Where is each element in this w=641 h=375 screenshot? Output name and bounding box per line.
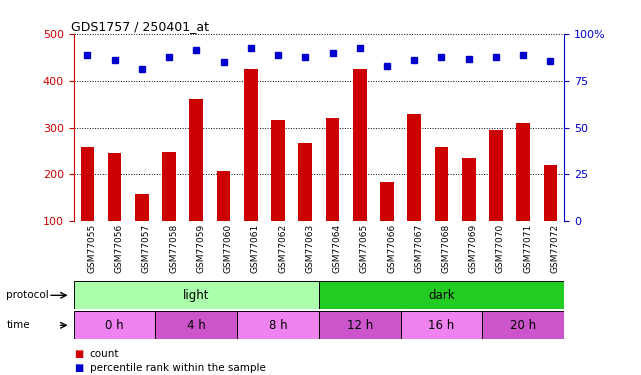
- Text: GSM77063: GSM77063: [305, 224, 314, 273]
- Bar: [319, 311, 401, 339]
- Bar: [74, 311, 155, 339]
- Bar: [271, 120, 285, 221]
- Bar: [244, 69, 258, 221]
- Text: GSM77067: GSM77067: [414, 224, 423, 273]
- Text: ■: ■: [74, 350, 83, 359]
- Bar: [190, 99, 203, 221]
- Text: GSM77068: GSM77068: [442, 224, 451, 273]
- Text: 16 h: 16 h: [428, 319, 454, 332]
- Bar: [155, 311, 237, 339]
- Text: count: count: [90, 350, 119, 359]
- Bar: [380, 182, 394, 221]
- Bar: [544, 165, 557, 221]
- Text: GSM77062: GSM77062: [278, 224, 287, 273]
- Text: 8 h: 8 h: [269, 319, 287, 332]
- Text: protocol: protocol: [6, 290, 49, 300]
- Text: time: time: [6, 320, 30, 330]
- Text: GSM77066: GSM77066: [387, 224, 396, 273]
- Text: 20 h: 20 h: [510, 319, 537, 332]
- Bar: [237, 311, 319, 339]
- Text: 12 h: 12 h: [347, 319, 373, 332]
- Text: ■: ■: [74, 363, 83, 373]
- Text: 0 h: 0 h: [105, 319, 124, 332]
- Text: percentile rank within the sample: percentile rank within the sample: [90, 363, 265, 373]
- Text: GSM77071: GSM77071: [523, 224, 532, 273]
- Text: GSM77059: GSM77059: [196, 224, 205, 273]
- Text: GSM77070: GSM77070: [496, 224, 505, 273]
- Bar: [217, 171, 230, 221]
- Bar: [135, 194, 149, 221]
- Bar: [299, 142, 312, 221]
- Text: dark: dark: [428, 289, 455, 302]
- Bar: [162, 152, 176, 221]
- Text: GSM77055: GSM77055: [87, 224, 96, 273]
- Bar: [482, 311, 564, 339]
- Text: GDS1757 / 250401_at: GDS1757 / 250401_at: [71, 20, 209, 33]
- Text: GSM77065: GSM77065: [360, 224, 369, 273]
- Bar: [319, 281, 564, 309]
- Bar: [489, 130, 503, 221]
- Bar: [435, 147, 448, 221]
- Text: GSM77056: GSM77056: [115, 224, 124, 273]
- Text: GSM77060: GSM77060: [224, 224, 233, 273]
- Text: GSM77057: GSM77057: [142, 224, 151, 273]
- Bar: [81, 147, 94, 221]
- Text: GSM77061: GSM77061: [251, 224, 260, 273]
- Text: light: light: [183, 289, 210, 302]
- Text: 4 h: 4 h: [187, 319, 206, 332]
- Bar: [401, 311, 482, 339]
- Text: GSM77064: GSM77064: [333, 224, 342, 273]
- Bar: [408, 114, 421, 221]
- Bar: [462, 158, 476, 221]
- Text: GSM77072: GSM77072: [551, 224, 560, 273]
- Text: GSM77069: GSM77069: [469, 224, 478, 273]
- Text: GSM77058: GSM77058: [169, 224, 178, 273]
- Bar: [74, 281, 319, 309]
- Bar: [517, 123, 530, 221]
- Bar: [108, 153, 121, 221]
- Bar: [353, 69, 367, 221]
- Bar: [326, 118, 339, 221]
